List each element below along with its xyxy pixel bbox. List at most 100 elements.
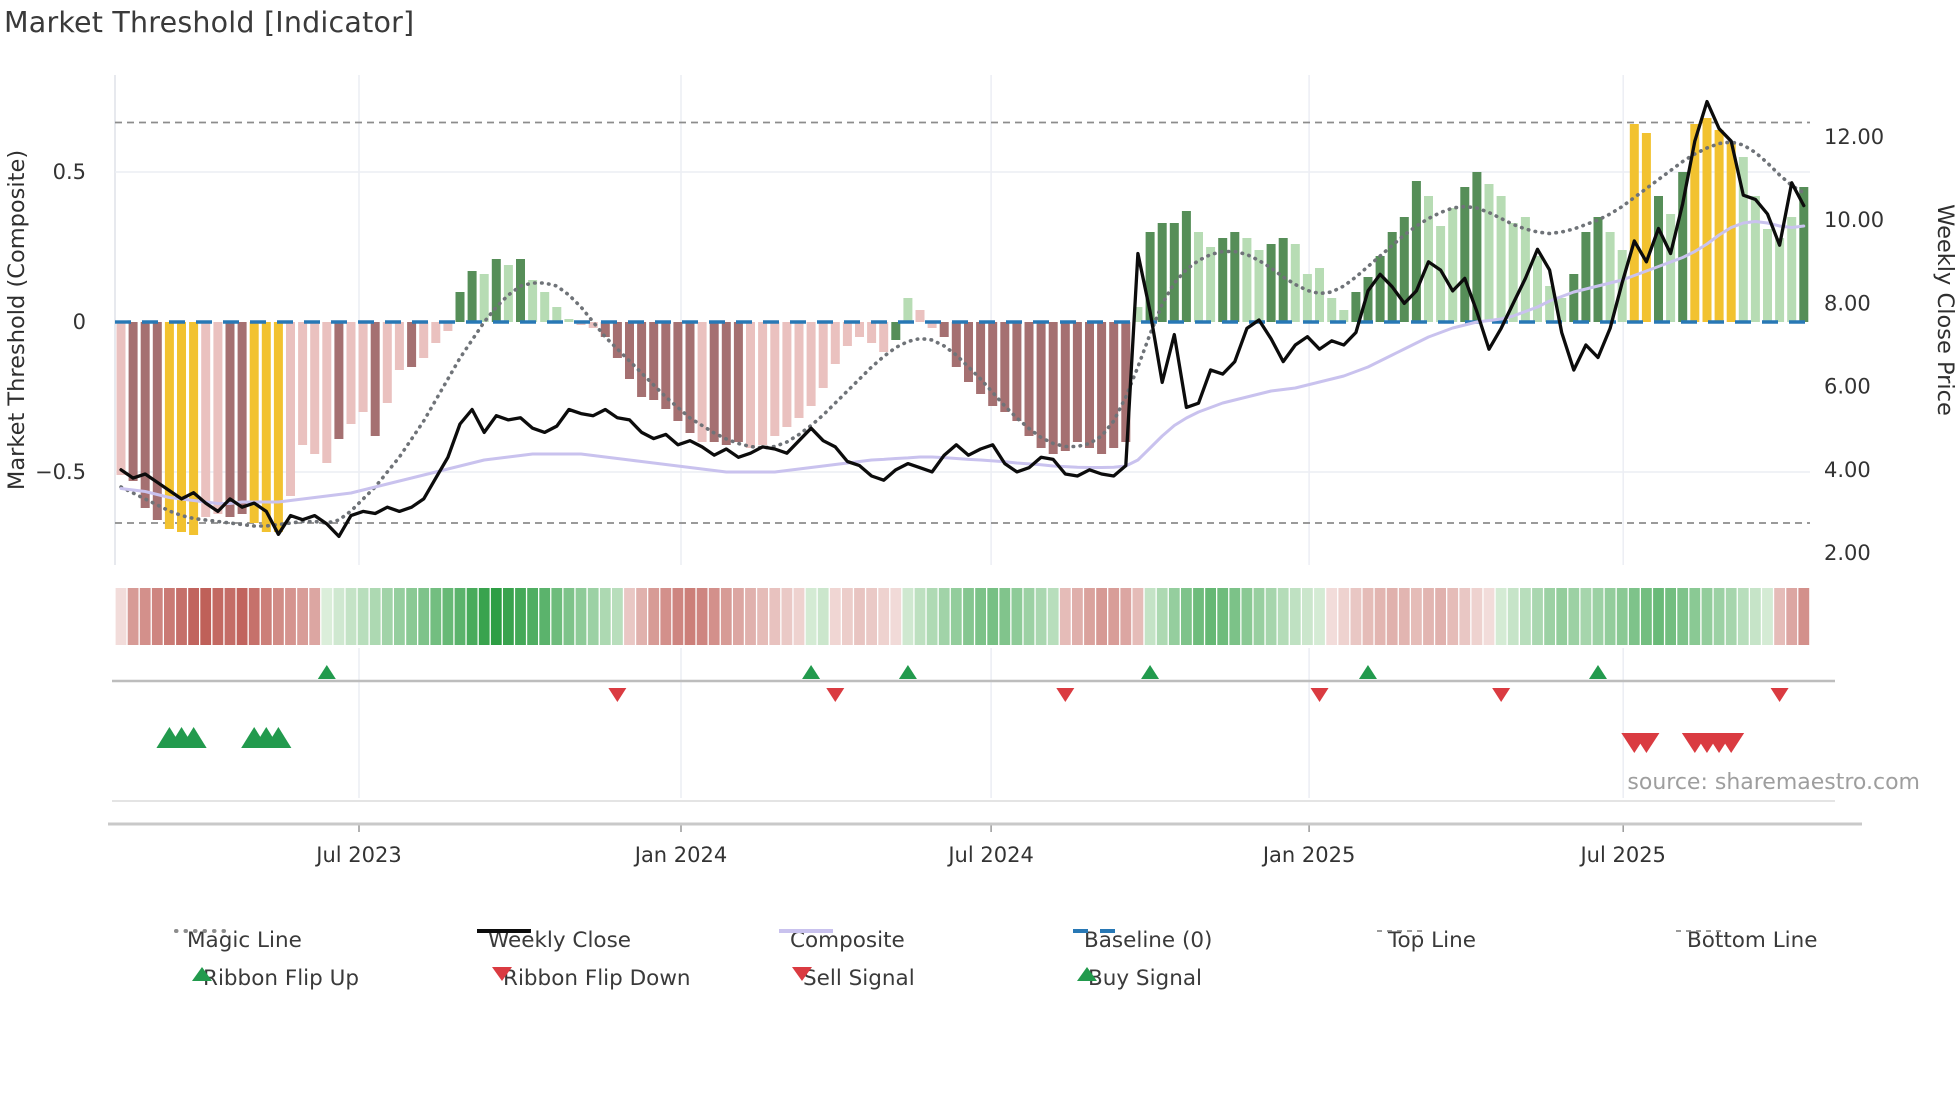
ribbon-cell xyxy=(599,588,611,645)
ribbon-cell xyxy=(1750,588,1761,645)
composite-bar xyxy=(1460,187,1470,322)
composite-bar xyxy=(189,322,199,535)
composite-bar xyxy=(1775,238,1785,322)
ribbon-cell xyxy=(1023,588,1035,645)
legend-label: Top Line xyxy=(1388,927,1476,953)
ribbon-cell xyxy=(1520,588,1531,645)
ribbon-cell xyxy=(1132,588,1144,645)
ribbon-cell xyxy=(769,588,781,645)
magic-line xyxy=(119,140,1806,528)
composite-bar xyxy=(394,322,404,370)
ribbon-cell xyxy=(1653,588,1664,645)
ribbon-cell xyxy=(624,588,635,645)
composite-bar xyxy=(540,292,550,322)
composite-bar xyxy=(709,322,719,442)
composite-bar xyxy=(782,322,792,427)
composite-bar xyxy=(770,322,780,436)
composite-bar xyxy=(1121,322,1131,442)
composite-bar xyxy=(661,322,671,409)
composite-bar xyxy=(1605,232,1615,322)
ribbon-cell xyxy=(1096,588,1107,645)
composite-bar xyxy=(298,322,308,445)
composite-bar xyxy=(286,322,295,496)
ribbon-cell xyxy=(273,588,284,645)
ribbon-flip-down-marker xyxy=(608,688,627,702)
composite-bar xyxy=(1048,322,1058,454)
legend-label: Sell Signal xyxy=(803,965,915,991)
legend-item-top-line: Top Line xyxy=(1375,926,1476,954)
ribbon-cell xyxy=(381,588,393,645)
composite-bar xyxy=(1181,211,1191,322)
composite-bar xyxy=(976,322,986,394)
composite-bar xyxy=(1690,124,1700,322)
ribbon-cell xyxy=(890,588,902,645)
composite-bar xyxy=(201,322,211,517)
legend-item-ribbon-flip-down: Ribbon Flip Down xyxy=(490,964,691,992)
ribbon-cell xyxy=(1507,588,1519,645)
composite-bar xyxy=(128,322,138,481)
composite-bar xyxy=(419,322,429,358)
legend-item-magic-line: Magic Line xyxy=(174,926,302,954)
ribbon-cell xyxy=(1786,588,1798,645)
composite-bar xyxy=(1787,217,1797,322)
composite-bar xyxy=(455,292,465,322)
composite-bar xyxy=(697,322,707,442)
composite-bar xyxy=(1569,274,1579,322)
composite-bar xyxy=(758,322,768,445)
composite-bar xyxy=(140,322,150,508)
composite-bar xyxy=(261,322,271,532)
composite-bar xyxy=(1726,142,1736,322)
composite-bar xyxy=(867,322,877,343)
ribbon-cell xyxy=(1338,588,1350,645)
composite-bar xyxy=(1302,274,1312,322)
ribbon-flip-down-marker xyxy=(826,688,845,702)
composite-bar xyxy=(1593,217,1603,322)
composite-bar xyxy=(1520,217,1530,322)
ribbon-cell xyxy=(1374,588,1386,645)
composite-bar xyxy=(1194,232,1203,322)
legend-label: Ribbon Flip Down xyxy=(503,965,691,991)
composite-bar xyxy=(649,322,659,400)
composite-bar xyxy=(746,322,755,448)
buy-signal-marker xyxy=(265,727,292,748)
ribbon-cell xyxy=(357,588,369,645)
ribbon-cell xyxy=(1035,588,1047,645)
composite-bar xyxy=(1411,181,1421,322)
ribbon-cell xyxy=(805,588,817,645)
ribbon-cell xyxy=(236,588,248,645)
composite-bar xyxy=(1545,286,1555,322)
composite-bar xyxy=(1339,310,1349,322)
ribbon-cell xyxy=(914,588,926,645)
ribbon-cell xyxy=(1628,588,1640,645)
ribbon-cell xyxy=(321,588,333,645)
ribbon-cell xyxy=(1072,588,1083,645)
ribbon-cell xyxy=(817,588,829,645)
composite-bar xyxy=(1351,292,1361,322)
ribbon-cell xyxy=(394,588,405,645)
composite-bar xyxy=(1484,184,1494,322)
composite-bar xyxy=(1133,307,1143,322)
ribbon-cell xyxy=(551,588,563,645)
ribbon-cell xyxy=(1362,588,1374,645)
ribbon-cell xyxy=(527,588,538,645)
ribbon-cell xyxy=(575,588,587,645)
y-right-tick-label: 8.00 xyxy=(1824,291,1871,315)
ribbon-cell xyxy=(539,588,551,645)
composite-bar xyxy=(818,322,828,388)
composite-bar xyxy=(1763,229,1772,322)
y-right-tick-label: 12.00 xyxy=(1824,125,1884,149)
weekly-close-line xyxy=(119,99,1806,539)
ribbon-cell xyxy=(200,588,212,645)
composite-bar xyxy=(1278,238,1288,322)
composite-bar xyxy=(358,322,368,412)
ribbon-cell xyxy=(733,588,744,645)
ribbon-cell xyxy=(587,588,599,645)
composite-bar xyxy=(1242,238,1252,322)
ribbon-cell xyxy=(1544,588,1555,645)
ribbon-cell xyxy=(151,588,163,645)
composite-bar xyxy=(1072,322,1082,442)
composite-bar xyxy=(431,322,441,343)
composite-bar xyxy=(479,274,489,322)
ribbon-cell xyxy=(297,588,308,645)
ribbon-cell xyxy=(745,588,756,645)
